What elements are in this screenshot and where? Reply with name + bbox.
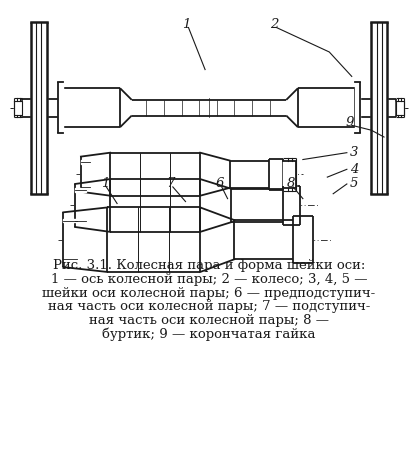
Polygon shape (22, 99, 59, 116)
Polygon shape (283, 160, 296, 188)
Polygon shape (355, 82, 359, 133)
Polygon shape (283, 186, 300, 225)
Polygon shape (269, 159, 283, 190)
Text: 3: 3 (350, 146, 358, 159)
Polygon shape (232, 189, 283, 222)
Text: 1: 1 (182, 18, 191, 31)
Polygon shape (200, 179, 232, 232)
Polygon shape (110, 179, 200, 232)
Polygon shape (110, 153, 200, 196)
Polygon shape (81, 160, 90, 164)
Polygon shape (63, 219, 76, 222)
Polygon shape (15, 101, 22, 115)
Polygon shape (359, 99, 396, 116)
Text: 6: 6 (216, 178, 224, 190)
Polygon shape (31, 22, 47, 194)
Text: ная часть оси колесной пары; 8 —: ная часть оси колесной пары; 8 — (89, 314, 329, 327)
Text: 8: 8 (287, 178, 296, 190)
Text: 2: 2 (270, 18, 279, 31)
Polygon shape (120, 88, 132, 127)
Polygon shape (293, 216, 313, 263)
Polygon shape (200, 207, 234, 272)
Polygon shape (229, 160, 269, 188)
Polygon shape (234, 220, 293, 259)
Polygon shape (286, 88, 298, 127)
Polygon shape (63, 207, 107, 272)
Text: 1 — ось колесной пары; 2 — колесо; 3, 4, 5 —: 1 — ось колесной пары; 2 — колесо; 3, 4,… (51, 273, 367, 286)
Polygon shape (132, 100, 286, 116)
Polygon shape (355, 88, 359, 127)
Text: 9: 9 (346, 116, 354, 129)
Text: Рис. 3.1. Колесная пара и форма шейки оси:: Рис. 3.1. Колесная пара и форма шейки ос… (53, 259, 365, 272)
Polygon shape (371, 22, 387, 194)
Polygon shape (81, 153, 110, 196)
Text: буртик; 9 — корончатая гайка: буртик; 9 — корончатая гайка (102, 328, 316, 341)
Polygon shape (200, 153, 229, 196)
Polygon shape (298, 88, 355, 127)
Polygon shape (59, 88, 63, 127)
Polygon shape (75, 179, 110, 232)
Text: 1: 1 (101, 178, 110, 190)
Polygon shape (107, 207, 200, 272)
Polygon shape (396, 101, 403, 115)
Polygon shape (75, 188, 86, 193)
Text: шейки оси колесной пары; 6 — предподступич-: шейки оси колесной пары; 6 — предподступ… (42, 287, 376, 299)
Polygon shape (63, 88, 120, 127)
Text: 5: 5 (350, 178, 358, 190)
Text: 4: 4 (350, 163, 358, 176)
Text: 7: 7 (167, 178, 175, 190)
Text: ная часть оси колесной пары; 7 — подступич-: ная часть оси колесной пары; 7 — подступ… (48, 300, 370, 313)
Polygon shape (59, 82, 63, 133)
